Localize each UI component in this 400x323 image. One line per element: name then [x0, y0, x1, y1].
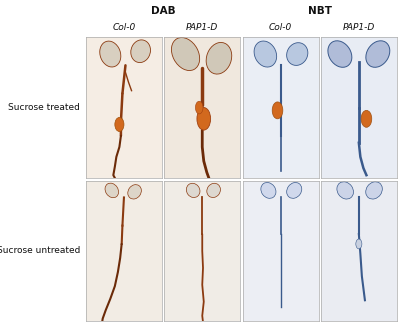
Ellipse shape [272, 102, 283, 119]
Ellipse shape [131, 40, 150, 63]
Ellipse shape [287, 43, 308, 65]
Ellipse shape [366, 182, 382, 199]
Text: DAB: DAB [151, 6, 176, 16]
Ellipse shape [207, 183, 220, 198]
Text: PAP1-D: PAP1-D [186, 23, 218, 32]
Ellipse shape [186, 183, 200, 198]
Text: Col-0: Col-0 [269, 23, 292, 32]
Ellipse shape [356, 239, 362, 249]
Ellipse shape [337, 182, 354, 199]
Ellipse shape [328, 41, 352, 67]
Ellipse shape [361, 110, 372, 127]
Text: Col-0: Col-0 [112, 23, 136, 32]
Text: NBT: NBT [308, 6, 332, 16]
Ellipse shape [172, 37, 200, 70]
Ellipse shape [261, 182, 276, 198]
Ellipse shape [100, 41, 121, 67]
Ellipse shape [196, 101, 203, 114]
Ellipse shape [206, 42, 232, 74]
Ellipse shape [254, 41, 277, 67]
Ellipse shape [128, 185, 141, 199]
Text: Sucrose treated: Sucrose treated [8, 103, 80, 112]
Ellipse shape [105, 183, 118, 198]
Text: Sucrose untreated: Sucrose untreated [0, 246, 80, 255]
Ellipse shape [197, 108, 210, 130]
Ellipse shape [287, 182, 302, 198]
Ellipse shape [115, 118, 124, 131]
Text: PAP1-D: PAP1-D [343, 23, 375, 32]
Ellipse shape [366, 41, 390, 67]
